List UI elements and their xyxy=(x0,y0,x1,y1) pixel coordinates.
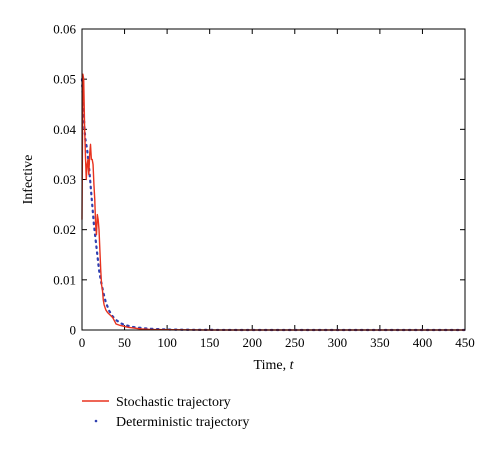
x-axis-label-text: Time, xyxy=(254,358,287,373)
x-tick-label: 100 xyxy=(157,335,177,350)
x-tick-label: 250 xyxy=(285,335,305,350)
x-tick-label: 400 xyxy=(413,335,433,350)
y-tick-label: 0.01 xyxy=(53,272,76,287)
plot-frame xyxy=(81,28,466,331)
x-tick-label: 300 xyxy=(328,335,348,350)
x-axis-label: Time, t xyxy=(254,358,295,373)
legend: Stochastic trajectory Deterministic traj… xyxy=(82,395,249,430)
y-tick-label: 0.05 xyxy=(53,72,76,87)
series-line-deterministic xyxy=(80,78,467,332)
y-tick-label: 0 xyxy=(70,323,77,338)
series-layer xyxy=(80,73,467,332)
y-tick-label: 0.04 xyxy=(53,122,76,137)
tick-labels: 0 50 100 150 200 250 300 350 400 450 0 0.01 0.02 0.03… xyxy=(53,22,475,351)
x-tick-label: 200 xyxy=(242,335,262,350)
legend-label-deterministic: Deterministic trajectory xyxy=(116,415,249,430)
x-tick-label: 350 xyxy=(370,335,390,350)
x-axis-label-variable: t xyxy=(290,358,295,373)
legend-label-stochastic: Stochastic trajectory xyxy=(116,395,231,410)
y-tick-label: 0.02 xyxy=(53,222,76,237)
x-tick-label: 450 xyxy=(455,335,475,350)
x-tick-label: 0 xyxy=(79,335,86,350)
axis-ticks xyxy=(81,28,466,331)
legend-swatch-deterministic xyxy=(94,419,98,423)
y-tick-label: 0.03 xyxy=(53,172,76,187)
y-axis-label: Infective xyxy=(21,155,36,205)
y-tick-label: 0.06 xyxy=(53,22,76,37)
x-tick-label: 50 xyxy=(118,335,131,350)
x-tick-label: 150 xyxy=(200,335,220,350)
series-line-stochastic xyxy=(81,73,465,331)
